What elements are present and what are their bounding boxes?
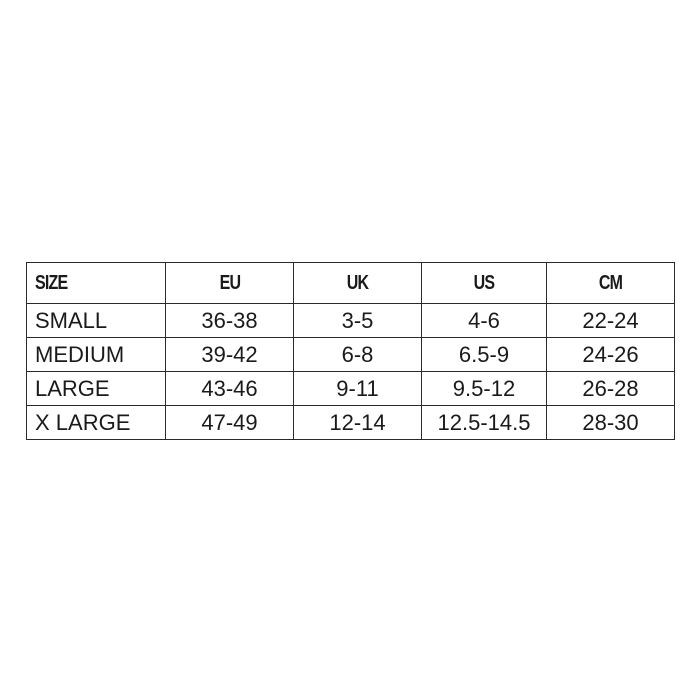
header-cm: CM <box>546 262 675 304</box>
uk-cell: 3-5 <box>293 303 422 338</box>
table-row: SMALL 36-38 3-5 4-6 22-24 <box>26 303 675 338</box>
uk-cell: 9-11 <box>293 371 422 406</box>
us-cell: 9.5-12 <box>421 371 547 406</box>
table-row: LARGE 43-46 9-11 9.5-12 26-28 <box>26 371 675 406</box>
size-cell: MEDIUM <box>26 337 166 372</box>
eu-cell: 47-49 <box>165 405 294 440</box>
uk-cell: 6-8 <box>293 337 422 372</box>
size-chart-table: SIZE EU UK US CM SMALL 36-38 3-5 4-6 22-… <box>26 262 675 440</box>
eu-cell: 39-42 <box>165 337 294 372</box>
header-uk: UK <box>293 262 422 304</box>
header-eu: EU <box>165 262 294 304</box>
cm-cell: 22-24 <box>546 303 675 338</box>
us-cell: 4-6 <box>421 303 547 338</box>
header-us: US <box>421 262 547 304</box>
us-cell: 12.5-14.5 <box>421 405 547 440</box>
size-cell: LARGE <box>26 371 166 406</box>
eu-cell: 43-46 <box>165 371 294 406</box>
uk-cell: 12-14 <box>293 405 422 440</box>
size-cell: SMALL <box>26 303 166 338</box>
header-row: SIZE EU UK US CM <box>26 262 675 304</box>
us-cell: 6.5-9 <box>421 337 547 372</box>
cm-cell: 24-26 <box>546 337 675 372</box>
eu-cell: 36-38 <box>165 303 294 338</box>
table-row: X LARGE 47-49 12-14 12.5-14.5 28-30 <box>26 405 675 440</box>
table-row: MEDIUM 39-42 6-8 6.5-9 24-26 <box>26 337 675 372</box>
header-size: SIZE <box>26 262 166 304</box>
cm-cell: 28-30 <box>546 405 675 440</box>
size-cell: X LARGE <box>26 405 166 440</box>
cm-cell: 26-28 <box>546 371 675 406</box>
